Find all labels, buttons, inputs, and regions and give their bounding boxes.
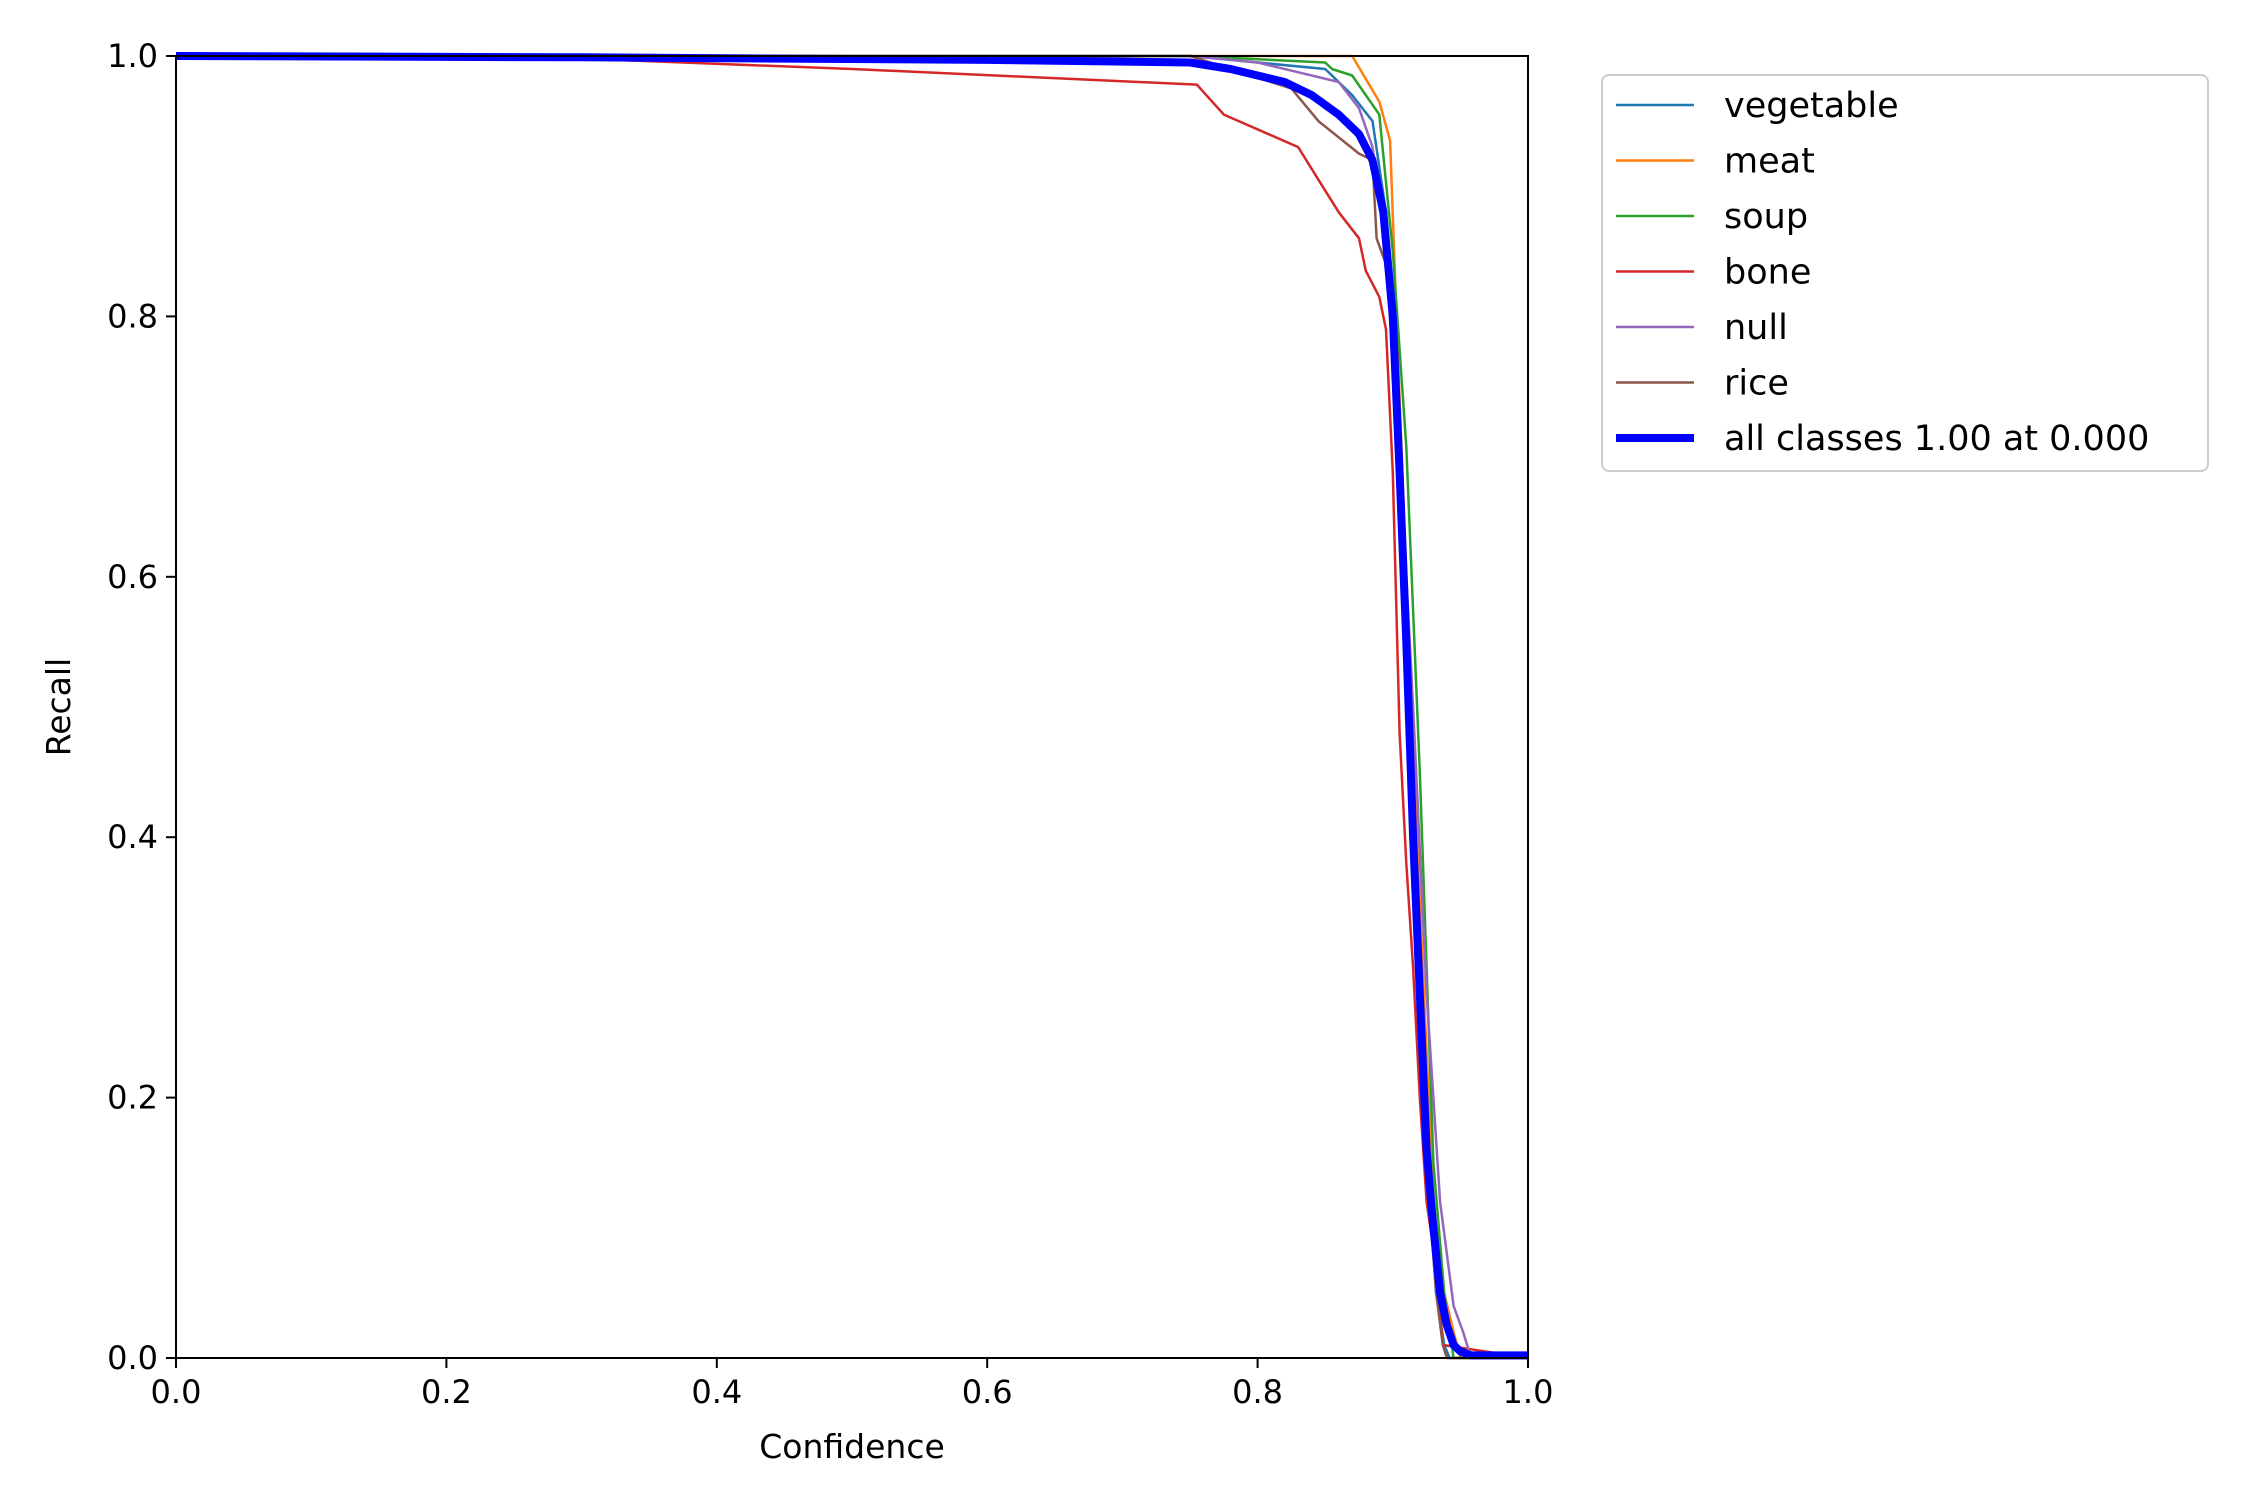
y-axis-label: Recall [39,658,78,756]
x-tick-label: 0.2 [421,1373,472,1411]
x-tick-label: 0.6 [962,1373,1013,1411]
legend-label-rice: rice [1724,364,1789,404]
legend: vegetable meat soup bone null rice all classes… [1601,74,2209,472]
legend-label-soup: soup [1724,197,1808,237]
x-axis-label: Confidence [759,1427,945,1466]
series-lines [175,52,1529,1360]
legend-label-meat: meat [1724,142,1815,182]
legend-label-null: null [1724,308,1788,348]
x-tick-label: 0.4 [691,1373,742,1411]
legend-label-bone: bone [1724,253,1811,293]
plot-frame [175,55,1529,1359]
y-tick-label: 1.0 [107,37,158,75]
series-line-all [175,52,1528,1360]
legend-label-all: all classes 1.00 at 0.000 [1724,419,2149,459]
y-tick-label: 0.2 [107,1079,158,1117]
y-tick-label: 0.6 [107,558,158,596]
x-axis: 0.0 0.2 0.4 0.6 0.8 1.0 [151,1358,1554,1411]
legend-box [1601,74,2209,472]
x-tick-label: 0.0 [151,1373,202,1411]
series-line-soup [176,54,1528,1360]
legend-label-vegetable: vegetable [1724,86,1899,126]
y-tick-label: 0.4 [107,818,158,856]
x-tick-label: 0.8 [1232,1373,1283,1411]
y-tick-label: 0.0 [107,1339,158,1377]
y-tick-label: 0.8 [107,297,158,335]
y-axis: 0.0 0.2 0.4 0.6 0.8 1.0 [107,37,176,1377]
x-tick-label: 1.0 [1503,1373,1554,1411]
